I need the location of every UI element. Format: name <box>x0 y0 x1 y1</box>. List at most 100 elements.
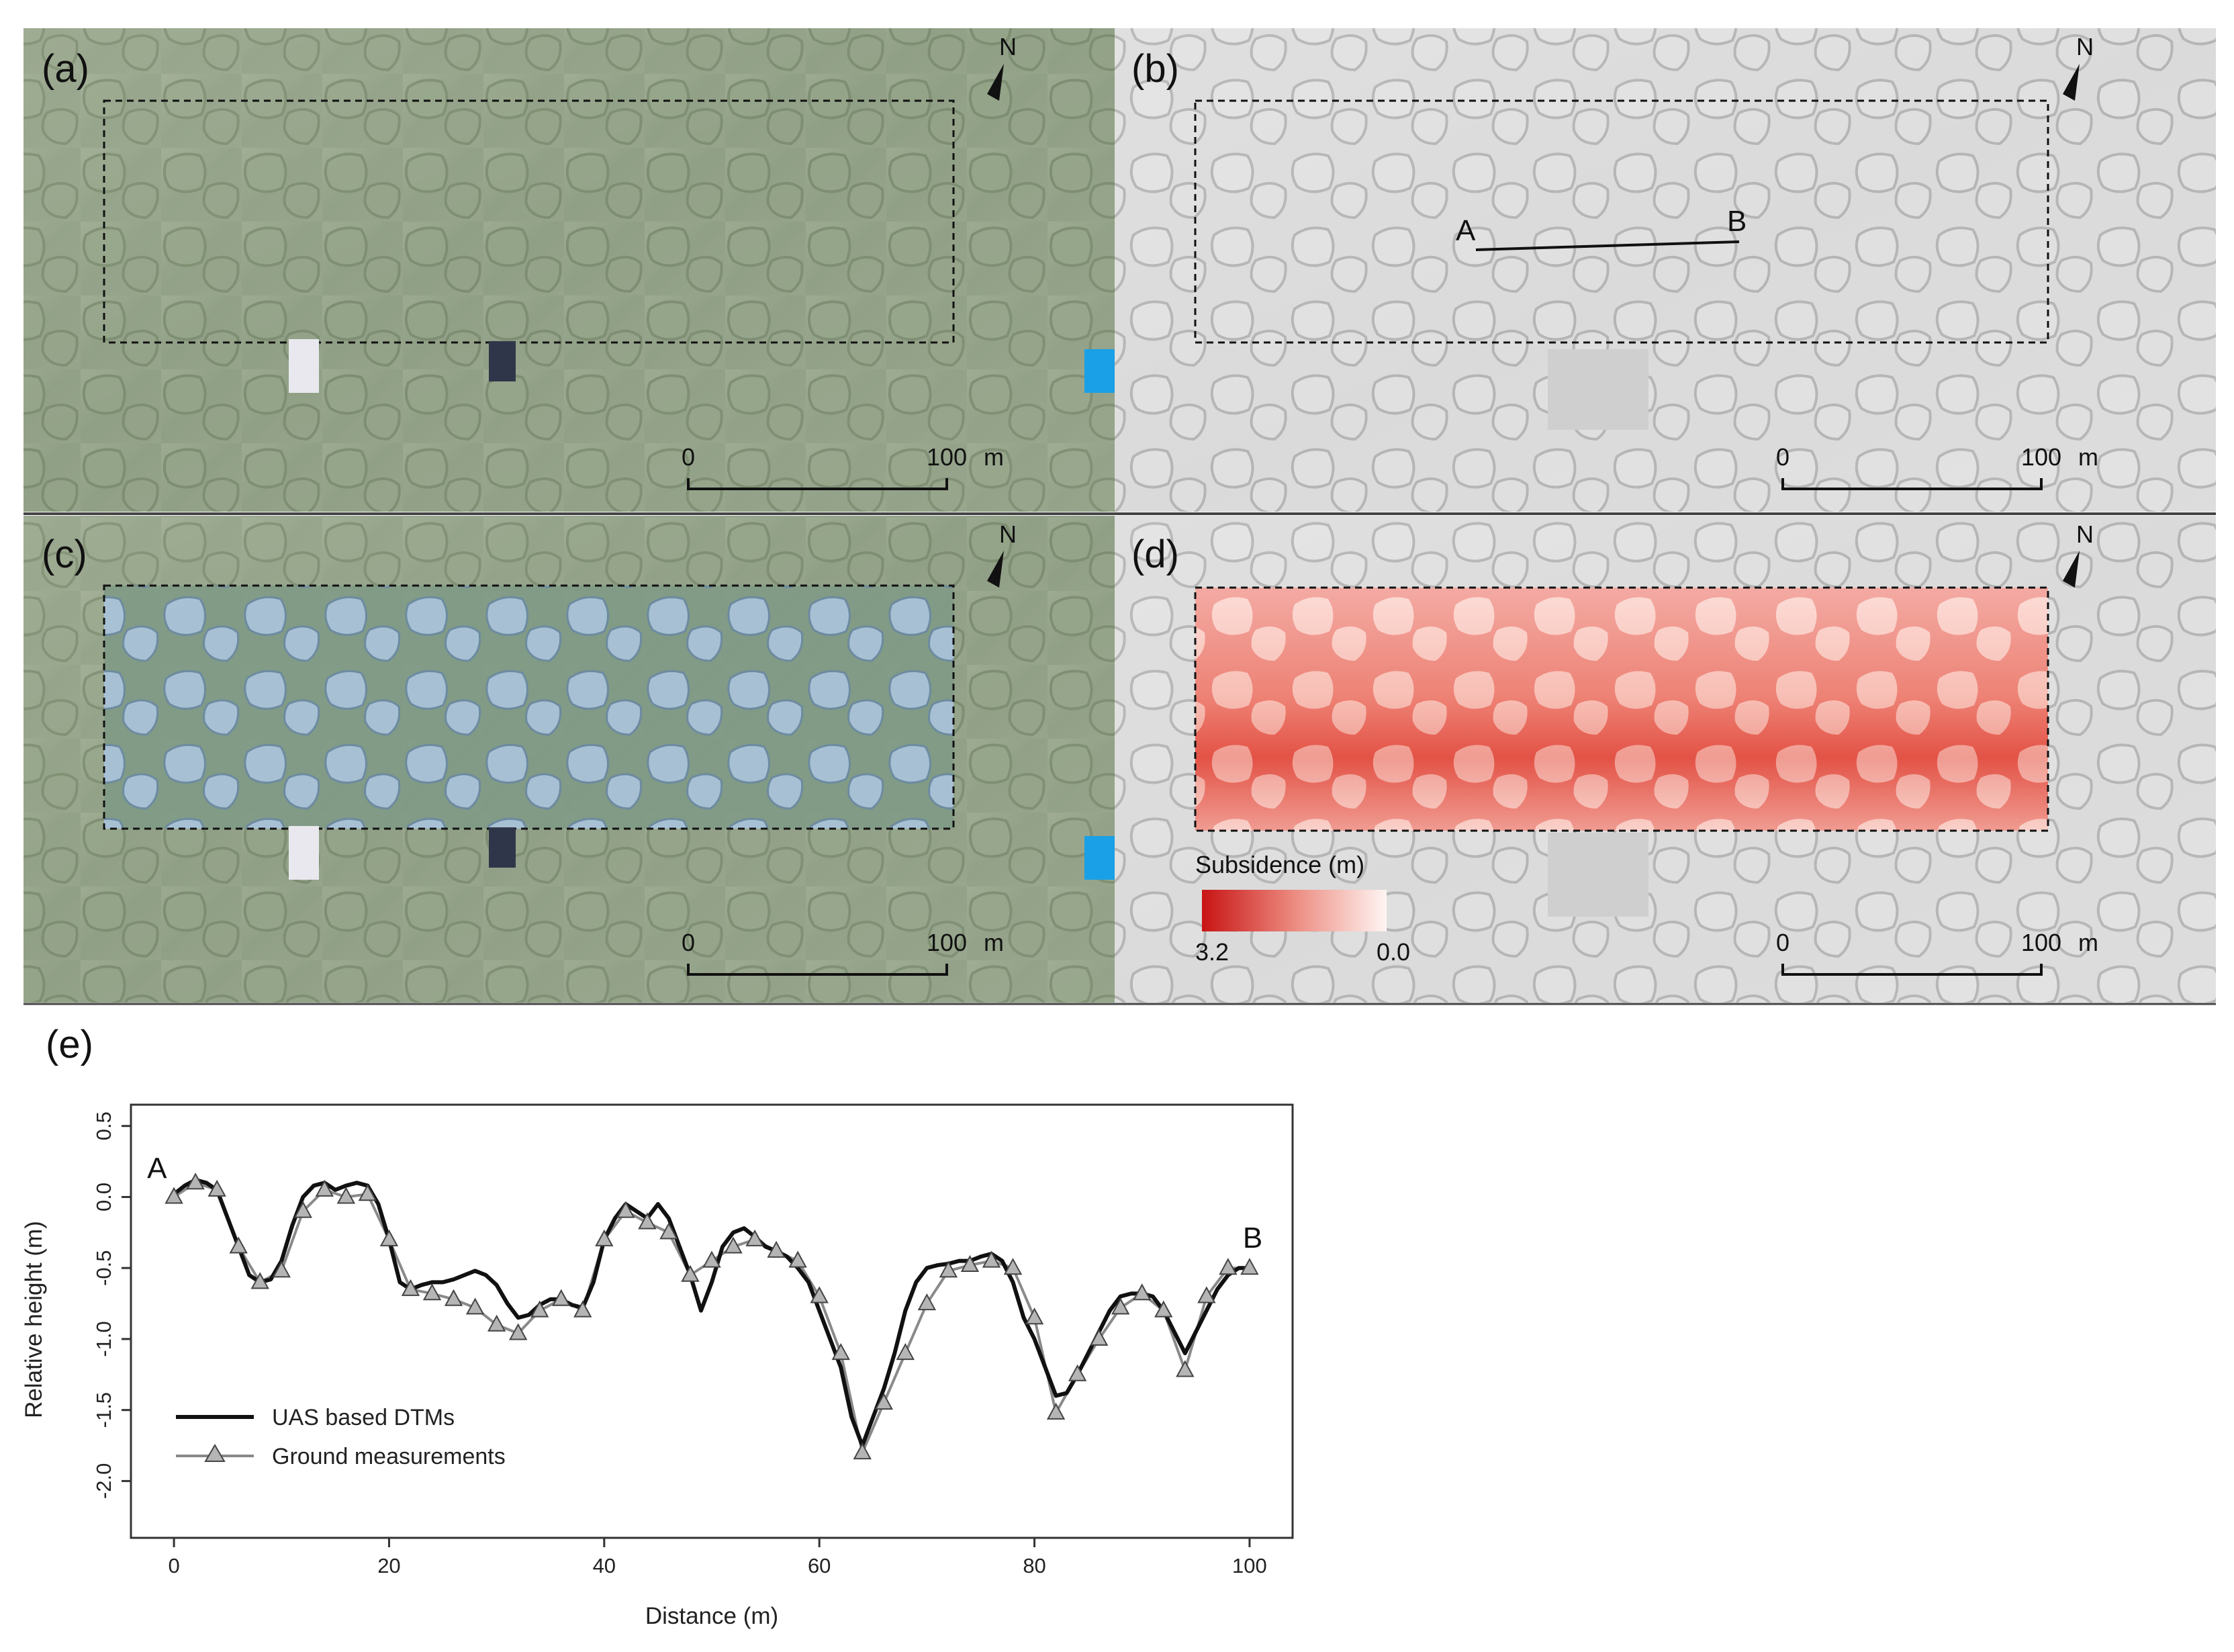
ground-point <box>896 1342 915 1361</box>
ground-point <box>508 1323 528 1340</box>
transect-end-label: B <box>1727 205 1747 238</box>
colorbar-max: 3.2 <box>1195 938 1229 966</box>
ground-point <box>465 1297 485 1315</box>
svg-text:N: N <box>2076 520 2094 548</box>
ground-point <box>422 1283 442 1301</box>
ground-point <box>810 1286 829 1303</box>
ground-point <box>1240 1258 1259 1275</box>
y-tick-label: -1.0 <box>92 1321 115 1357</box>
y-tick-label: -0.5 <box>92 1250 115 1285</box>
ground-point <box>401 1279 420 1296</box>
panel-a: (a) N 0 100 m <box>24 28 1115 512</box>
y-axis-title: Relative height (m) <box>21 1221 47 1418</box>
x-axis: 0 20 40 60 80 100 <box>168 1538 1267 1577</box>
ground-point <box>229 1236 248 1254</box>
profile-end-label: B <box>1243 1222 1262 1254</box>
colorbar-title: Subsidence (m) <box>1195 851 1364 878</box>
ground-point <box>1197 1286 1216 1303</box>
ground-point <box>1003 1258 1023 1275</box>
blue-structure <box>1084 836 1115 880</box>
ground-point <box>165 1187 183 1204</box>
scale-bar: 0 100 m <box>682 929 1004 976</box>
x-tick-label: 40 <box>593 1554 616 1577</box>
ground-point <box>186 1173 205 1190</box>
profile-start-label: A <box>147 1152 167 1185</box>
transect-line <box>1475 240 1740 251</box>
colorbar <box>1202 890 1387 931</box>
ground-point <box>530 1300 549 1318</box>
svg-text:0: 0 <box>682 929 695 956</box>
ground-point <box>939 1260 958 1278</box>
panel-label-d: (d) <box>1131 533 1179 576</box>
x-tick-label: 20 <box>377 1554 400 1577</box>
ground-point <box>659 1222 678 1240</box>
ground-point <box>379 1229 399 1246</box>
svg-text:100: 100 <box>2021 929 2061 956</box>
ground-point <box>831 1342 850 1361</box>
ground-point <box>358 1184 377 1201</box>
legend-triangle-icon <box>204 1444 226 1462</box>
svg-text:0: 0 <box>1776 929 1789 956</box>
ground-point <box>788 1250 807 1268</box>
north-arrow: N <box>2063 520 2094 588</box>
study-area-box <box>103 99 955 344</box>
x-tick-label: 60 <box>808 1554 831 1577</box>
building <box>289 826 319 880</box>
ground-point <box>272 1260 291 1278</box>
scale-bar: 0 100 m <box>1776 443 2098 490</box>
north-arrow: N <box>2063 33 2094 101</box>
subsidence-colorbar: Subsidence (m) 3.2 0.0 <box>1195 851 1410 966</box>
panel-e: (e) 0 20 40 60 80 100 0.50.0-0.5-1.0-1.5-2.0 … <box>21 1023 1294 1629</box>
plot-frame <box>130 1103 1294 1539</box>
svg-text:100: 100 <box>927 929 967 956</box>
ground-point <box>1154 1300 1173 1318</box>
y-tick-label: 0.5 <box>92 1111 115 1140</box>
study-area-box <box>1194 99 2049 344</box>
legend: UAS based DTMs Ground measurements <box>176 1405 506 1469</box>
svg-text:100: 100 <box>2021 443 2061 471</box>
data-gap <box>1548 833 1648 917</box>
series-uas-dtm <box>173 1178 1250 1448</box>
svg-text:100: 100 <box>927 443 967 471</box>
building <box>489 827 516 868</box>
panel-label-c: (c) <box>42 533 87 576</box>
y-tick-label: -1.5 <box>92 1392 115 1428</box>
north-arrow: N <box>987 520 1017 588</box>
ground-point <box>1025 1307 1044 1325</box>
building <box>289 339 319 393</box>
panel-b: A B (b) N 0 100 m <box>1115 28 2216 512</box>
svg-text:0: 0 <box>682 443 695 471</box>
svg-text:N: N <box>2076 33 2094 60</box>
svg-text:m: m <box>984 929 1004 956</box>
panel-label-e: (e) <box>46 1023 93 1066</box>
ground-point <box>638 1212 657 1230</box>
scale-bar: 0 100 m <box>1776 929 2098 976</box>
blue-structure <box>1084 349 1115 393</box>
ground-point <box>1111 1297 1130 1315</box>
x-tick-label: 100 <box>1232 1554 1267 1577</box>
building <box>489 341 516 381</box>
y-tick-label: 0.0 <box>92 1183 115 1211</box>
delineated-polygons <box>104 586 953 829</box>
ground-point <box>444 1289 463 1306</box>
ground-point <box>1219 1258 1238 1275</box>
x-tick-label: 80 <box>1023 1554 1045 1577</box>
plot-series <box>165 1173 1259 1460</box>
ground-point <box>616 1201 635 1218</box>
svg-text:0: 0 <box>1776 443 1789 471</box>
ground-point <box>874 1393 893 1410</box>
ground-point <box>336 1187 356 1204</box>
ground-point <box>595 1229 614 1246</box>
ground-point <box>293 1201 312 1218</box>
ground-point <box>960 1254 980 1272</box>
ground-point <box>724 1236 743 1254</box>
ground-point <box>552 1289 571 1306</box>
ground-point <box>573 1300 592 1318</box>
ground-point <box>681 1265 700 1282</box>
data-gap <box>1548 349 1648 430</box>
x-axis-title: Distance (m) <box>645 1603 778 1629</box>
ground-point <box>315 1179 334 1197</box>
ground-point <box>853 1442 872 1460</box>
ground-point <box>207 1179 226 1197</box>
